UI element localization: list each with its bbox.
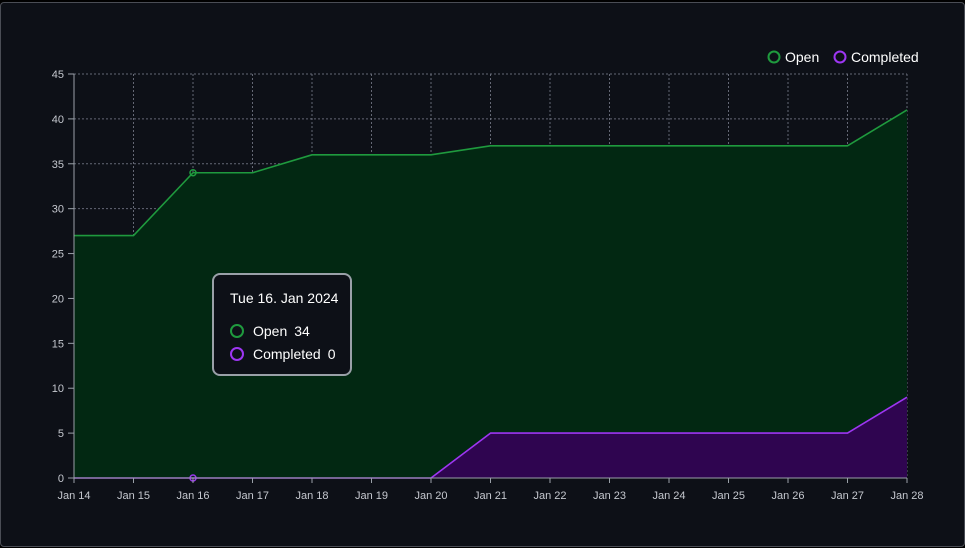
tooltip-title: Tue 16. Jan 2024 [230,290,339,306]
x-tick-label-12: Jan 26 [771,490,804,502]
x-tick-label-2: Jan 16 [176,490,209,502]
x-tick-label-13: Jan 27 [831,490,864,502]
x-tick-label-0: Jan 14 [57,490,90,502]
x-tick-label-4: Jan 18 [295,490,328,502]
x-axis-ticks: Jan 14 Jan 15 Jan 16 Jan 17 Jan 18 Jan 19 Jan … [57,478,924,502]
tooltip-open-label: Open [253,323,288,339]
open-area [74,109,907,479]
tooltip: Tue 16. Jan 2024 Open 34 Completed 0 [212,273,352,376]
x-tick-label-6: Jan 20 [414,490,447,502]
tooltip-completed-value: 0 [327,346,336,362]
y-tick-label-30: 30 [52,204,64,216]
y-tick-label-40: 40 [52,114,64,126]
legend: Open Completed [767,49,919,65]
x-tick-label-5: Jan 19 [355,490,388,502]
legend-open-label: Open [785,49,819,65]
x-tick-label-3: Jan 17 [236,490,269,502]
y-tick-label-25: 25 [52,249,64,261]
completed-area [74,397,907,478]
tooltip-open-value: 34 [294,323,310,339]
y-tick-label-20: 20 [52,293,64,305]
legend-completed-label: Completed [851,49,919,65]
x-tick-label-10: Jan 24 [652,490,685,502]
series-areas [74,109,907,479]
y-tick-label-45: 45 [52,69,64,81]
x-tick-label-8: Jan 22 [533,490,566,502]
y-tick-label-10: 10 [52,383,64,395]
x-tick-label-11: Jan 25 [712,490,745,502]
open-line [74,109,908,237]
x-tick-label-1: Jan 15 [117,490,150,502]
open-circle-icon [230,324,244,338]
completed-circle-icon [230,347,244,361]
legend-completed-icon [833,50,847,64]
x-tick-label-7: Jan 21 [474,490,507,502]
y-tick-label-15: 15 [52,338,64,350]
y-tick-label-0: 0 [58,473,64,485]
y-axis-ticks: 0 5 10 15 20 25 30 35 40 45 [52,69,74,485]
legend-open-icon [767,50,781,64]
open-hover-point [189,169,197,177]
tooltip-row-completed: Completed 0 [230,346,336,362]
y-tick-label-35: 35 [52,159,64,171]
tooltip-completed-label: Completed [253,346,321,362]
x-tick-label-9: Jan 23 [593,490,626,502]
x-tick-label-14: Jan 28 [890,490,923,502]
tooltip-row-open: Open 34 [230,323,310,339]
y-tick-label-5: 5 [58,428,64,440]
